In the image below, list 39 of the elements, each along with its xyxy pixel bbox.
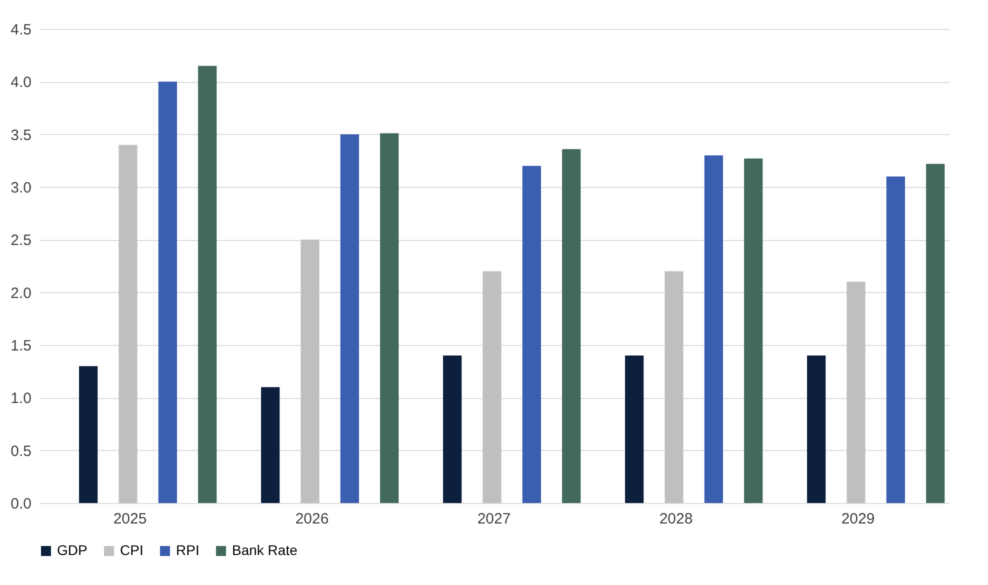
- bar: [443, 356, 462, 503]
- x-tick-label: 2029: [841, 510, 875, 528]
- bar: [522, 166, 541, 503]
- y-tick-label: 2.5: [10, 232, 32, 250]
- y-tick-label: 0.0: [10, 496, 32, 512]
- bar: [704, 155, 723, 503]
- y-tick-label: 4.5: [10, 22, 32, 38]
- bar: [482, 271, 502, 503]
- bar: [744, 158, 763, 503]
- x-tick-label: 2025: [113, 510, 147, 528]
- bar: [807, 356, 826, 503]
- bar: [846, 282, 866, 503]
- y-tick-label: 2.0: [10, 284, 32, 302]
- y-tick-label: 3.0: [10, 180, 32, 196]
- bar: [664, 271, 684, 503]
- legend-label: RPI: [176, 542, 200, 558]
- bar: [625, 356, 644, 503]
- bar: [79, 366, 98, 503]
- bar: [198, 66, 217, 503]
- y-tick-label: 3.5: [10, 126, 32, 144]
- x-tick-label: 2026: [295, 510, 329, 528]
- y-tick-label: 4.0: [10, 74, 32, 92]
- y-tick-label: 1.0: [10, 390, 32, 408]
- x-tick-label: 2028: [659, 510, 693, 528]
- bar: [562, 149, 581, 503]
- bar: [380, 133, 399, 503]
- bar: [158, 82, 177, 503]
- legend-label: GDP: [57, 542, 88, 558]
- bar: [261, 387, 280, 503]
- x-tick-label: 2027: [477, 510, 511, 528]
- bar: [340, 134, 359, 503]
- y-tick-label: 1.5: [10, 338, 32, 354]
- legend-label: Bank Rate: [232, 542, 298, 558]
- bar: [886, 176, 905, 503]
- y-tick-label: 0.5: [10, 442, 32, 460]
- bar: [300, 240, 320, 503]
- bar: [118, 144, 138, 503]
- legend-label: CPI: [120, 542, 144, 558]
- bar: [926, 164, 945, 503]
